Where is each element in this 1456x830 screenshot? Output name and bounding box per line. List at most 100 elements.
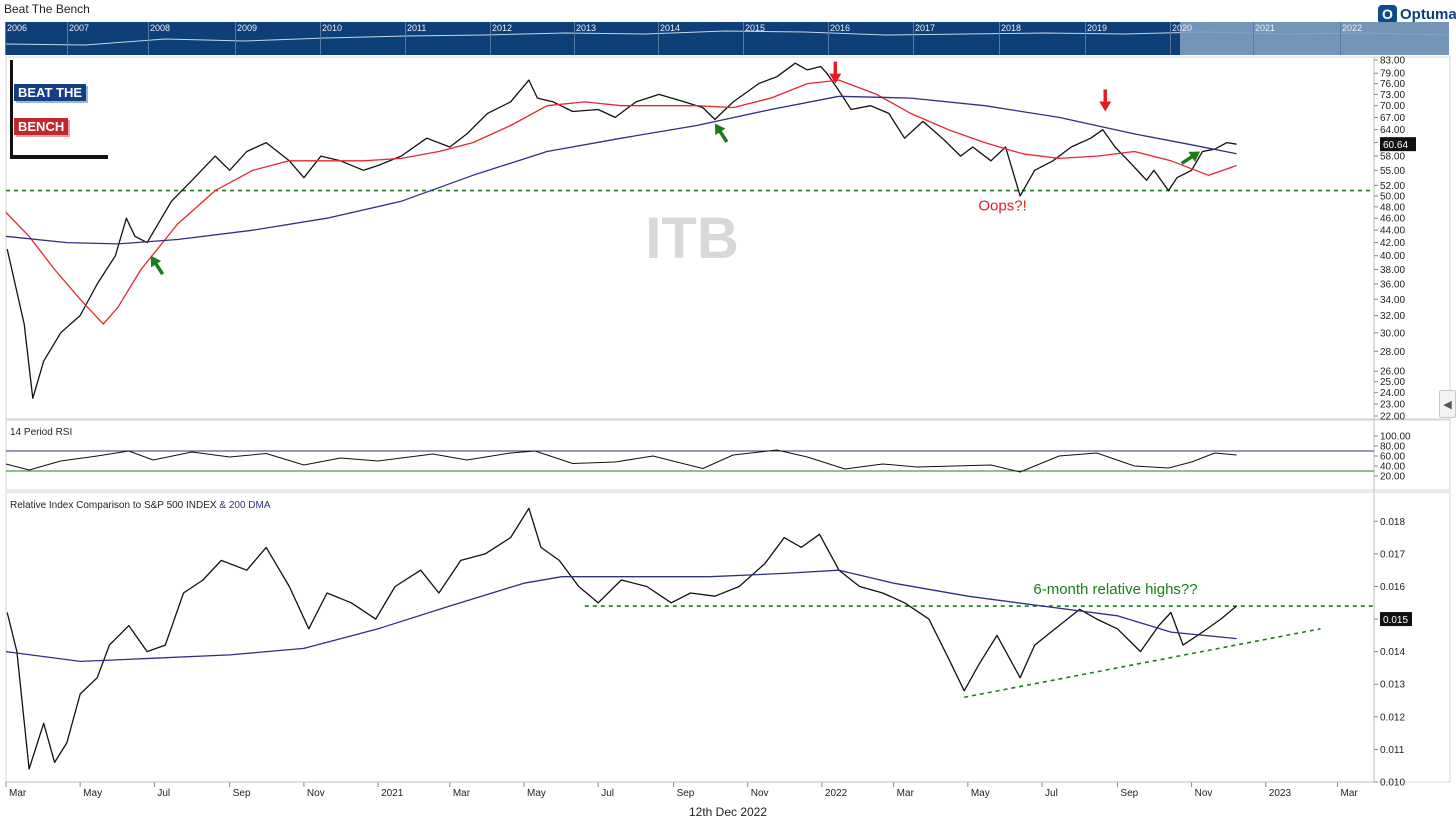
overview-year-label: 2006 — [7, 23, 28, 33]
overview-year-label: 2018 — [1001, 23, 1022, 33]
x-axis-label: Sep — [1120, 788, 1138, 799]
relative-strength-series-line — [6, 507, 1238, 770]
price-axis-label: 67.00 — [1380, 113, 1405, 124]
rsi-axis-label: 40.00 — [1380, 462, 1405, 473]
price-axis-label: 50.00 — [1380, 191, 1405, 202]
green-arrow-icon-shaft — [1180, 154, 1194, 165]
price-axis-label: 52.00 — [1380, 181, 1405, 192]
price-axis-label: 55.00 — [1380, 166, 1405, 177]
price-axis-label: 42.00 — [1380, 238, 1405, 249]
x-axis-label: Sep — [677, 788, 695, 799]
x-axis-label: Sep — [233, 788, 251, 799]
relative-axis-label: 0.016 — [1380, 582, 1405, 593]
overview-year-tick — [913, 22, 914, 55]
price-axis-label: 25.00 — [1380, 377, 1405, 388]
green-arrow-icon-head — [1188, 151, 1201, 162]
price-axis-label: 24.00 — [1380, 388, 1405, 399]
relative-pane-title-suffix: & 200 DMA — [219, 500, 270, 511]
overview-selection-window[interactable] — [1180, 22, 1449, 55]
timeline-overview-navigator[interactable]: 2006 2007 2008 2009 2010 2011 2012 2013 2014 2015… — [5, 22, 1449, 55]
overview-year-label: 2019 — [1087, 23, 1108, 33]
x-axis-label: Jul — [601, 788, 614, 799]
footer-date: 12th Dec 2022 — [688, 805, 768, 819]
overview-year-tick — [320, 22, 321, 55]
price-axis-label: 22.00 — [1380, 412, 1405, 423]
chart-pane-frame — [5, 56, 1451, 420]
overview-year-label: 2008 — [150, 23, 171, 33]
x-axis-label: Nov — [307, 788, 325, 799]
overview-year-label: 2013 — [576, 23, 597, 33]
x-axis-label: 2021 — [381, 788, 404, 799]
green-arrow-icon-head — [150, 255, 162, 268]
overview-year-tick — [490, 22, 491, 55]
red-arrow-icon — [1099, 89, 1112, 112]
relative-axis-label: 0.011 — [1380, 745, 1405, 756]
overview-year-label: 2007 — [69, 23, 90, 33]
overview-year-label: 2009 — [237, 23, 258, 33]
overview-year-label: 2020 — [1172, 23, 1193, 33]
relative-last-value-badge — [1380, 612, 1412, 627]
price-axis-label: 23.00 — [1380, 400, 1405, 411]
relative-axis-label: 0.010 — [1380, 778, 1405, 789]
green-arrow-icon — [150, 255, 165, 276]
rsi-axis-label: 80.00 — [1380, 442, 1405, 453]
price-last-value-badge — [1380, 137, 1416, 152]
price-axis-label: 28.00 — [1380, 347, 1405, 358]
x-axis-label: Mar — [9, 788, 27, 799]
price-axis-label: 40.00 — [1380, 251, 1405, 262]
price-last-value-label: 60.64 — [1383, 140, 1408, 151]
overview-year-label: 2014 — [660, 23, 681, 33]
logo-line-2: BENCH — [14, 118, 69, 135]
price-axis-label: 76.00 — [1380, 79, 1405, 90]
price-axis-label: 44.00 — [1380, 226, 1405, 237]
rsi-series-line — [5, 449, 1237, 473]
price-axis-label: 46.00 — [1380, 214, 1405, 225]
x-axis-label: Mar — [453, 788, 471, 799]
x-axis-label: 2023 — [1269, 788, 1292, 799]
overview-year-tick — [405, 22, 406, 55]
relative-axis-label: 0.014 — [1380, 647, 1405, 658]
overview-year-label: 2017 — [915, 23, 936, 33]
overview-year-tick — [67, 22, 68, 55]
overview-year-tick — [1085, 22, 1086, 55]
price-axis-label: 70.00 — [1380, 101, 1405, 112]
green-arrow-icon — [1180, 151, 1201, 165]
overview-year-tick — [743, 22, 744, 55]
overview-year-tick — [1340, 22, 1341, 55]
relative-axis-label: 0.017 — [1380, 549, 1405, 560]
relative-annotation-text: 6-month relative highs?? — [1033, 581, 1197, 598]
x-axis-label: May — [527, 788, 546, 799]
red-arrow-icon-head — [1099, 101, 1112, 112]
green-arrow-icon-head — [714, 123, 726, 136]
relative-pane-title: Relative Index Comparison to S&P 500 IND… — [10, 500, 271, 511]
x-axis-label: Jul — [1045, 788, 1058, 799]
x-axis-label: Nov — [751, 788, 769, 799]
x-axis-label: May — [83, 788, 102, 799]
overview-year-label: 2021 — [1255, 23, 1276, 33]
x-axis-label: Mar — [1341, 788, 1359, 799]
overview-year-tick — [5, 22, 6, 55]
overview-year-label: 2015 — [745, 23, 766, 33]
chart-pane-frame — [5, 491, 1451, 783]
chart-watermark-title: ITB — [645, 206, 738, 271]
overview-year-label: 2012 — [492, 23, 513, 33]
overview-year-label: 2010 — [322, 23, 343, 33]
price-axis-label: 58.00 — [1380, 152, 1405, 163]
green-arrow-icon-shaft — [154, 262, 165, 276]
price-axis-label: 83.00 — [1380, 56, 1405, 67]
brand: O Optuma — [1378, 3, 1456, 25]
overview-year-label: 2022 — [1342, 23, 1363, 33]
overview-year-label: 2016 — [830, 23, 851, 33]
red-arrow-icon — [829, 61, 842, 84]
rsi-axis-label: 20.00 — [1380, 472, 1405, 483]
brand-name: Optuma — [1400, 5, 1456, 23]
optuma-logo-icon: O — [1378, 4, 1397, 24]
green-arrow-icon-shaft — [718, 130, 729, 143]
x-axis-label: Mar — [897, 788, 915, 799]
relative-axis-label: 0.018 — [1380, 517, 1405, 528]
relative-last-value-label: 0.015 — [1383, 615, 1408, 626]
chevron-left-icon[interactable]: ◀ — [1439, 390, 1456, 418]
200-dma-series-line — [5, 569, 1237, 663]
relative-support-trendline — [964, 628, 1321, 699]
